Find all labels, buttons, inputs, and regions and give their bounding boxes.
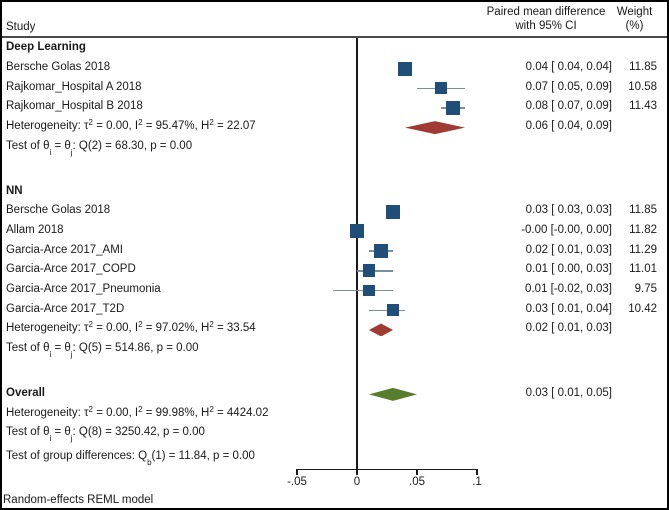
effect-column-header: Paired mean difference with 95% CI <box>480 5 612 33</box>
effect-value: 0.08 [ 0.07, 0.09] <box>525 100 612 113</box>
effect-square-marker <box>386 304 400 317</box>
row-label: Overall <box>6 386 45 399</box>
study-column-header: Study <box>6 21 36 33</box>
row-label: Bersche Golas 2018 <box>6 204 111 217</box>
row-label: Test of θi = θj: Q(2) = 68.30, p = 0.00 <box>6 139 193 157</box>
effect-value: 0.02 [ 0.01, 0.03] <box>525 243 612 256</box>
weight-column-header-line1: Weight <box>616 6 653 18</box>
subgroup-diamond <box>405 121 465 135</box>
weight-value: 11.82 <box>629 223 657 236</box>
row-label: Garcia-Arce 2017_AMI <box>6 243 123 256</box>
axis-tick <box>416 469 418 475</box>
subgroup-diamond <box>369 323 393 337</box>
row-label: Bersche Golas 2018 <box>6 61 111 74</box>
row-label: Garcia-Arce 2017_T2D <box>6 302 125 315</box>
effect-value: 0.02 [ 0.01, 0.03] <box>525 322 612 335</box>
effect-value: 0.03 [ 0.03, 0.03] <box>525 204 612 217</box>
effect-square-marker <box>363 284 375 297</box>
row-label: Allam 2018 <box>6 223 64 236</box>
weight-value: 11.29 <box>629 243 657 256</box>
weight-value: 10.58 <box>628 80 657 93</box>
zero-reference-line <box>356 38 358 469</box>
row-label: Test of group differences: Qb(1) = 11.84… <box>6 449 255 468</box>
overall-diamond <box>369 387 417 401</box>
model-note: Random-effects REML model <box>3 494 154 506</box>
weight-column-header-line2: (%) <box>625 20 644 32</box>
row-label: Heterogeneity: τ2 = 0.00, I2 = 97.02%, H… <box>6 320 256 335</box>
axis-line <box>297 469 477 471</box>
row-label: Garcia-Arce 2017_COPD <box>6 263 136 276</box>
effect-square-marker <box>398 61 412 76</box>
axis-tick <box>356 469 358 475</box>
effect-value: 0.07 [ 0.05, 0.09] <box>525 80 612 93</box>
effect-column-header-line1: Paired mean difference <box>486 6 606 18</box>
effect-value: 0.06 [ 0.04, 0.09] <box>525 120 612 133</box>
effect-square-marker <box>386 204 400 219</box>
effect-value: 0.03 [ 0.01, 0.05] <box>525 386 612 399</box>
effect-square-marker <box>374 244 388 258</box>
weight-value: 11.01 <box>629 263 657 276</box>
row-label: Heterogeneity: τ2 = 0.00, I2 = 99.98%, H… <box>6 404 269 419</box>
row-label: Test of θi = θj: Q(5) = 514.86, p = 0.00 <box>6 342 199 360</box>
effect-value: 0.01 [ 0.00, 0.03] <box>525 263 612 276</box>
effect-square-marker <box>446 101 460 115</box>
row-label: Test of θi = θj: Q(8) = 3250.42, p = 0.0… <box>6 426 205 444</box>
effect-value: 0.01 [-0.02, 0.03] <box>525 283 612 296</box>
axis-tick-label: -.05 <box>287 476 307 488</box>
weight-value: 9.75 <box>634 283 657 296</box>
effect-value: -0.00 [-0.00, 0.00] <box>521 223 612 236</box>
effect-square-marker <box>350 224 364 239</box>
weight-value: 11.85 <box>629 204 657 217</box>
row-label: Deep Learning <box>6 41 86 54</box>
axis-tick-label: 0 <box>353 476 361 488</box>
axis-tick <box>476 469 478 475</box>
weight-value: 10.42 <box>628 302 657 315</box>
axis-tick-label: .1 <box>472 476 482 488</box>
weight-value: 11.85 <box>629 61 657 74</box>
header-separator-line <box>0 36 669 38</box>
axis-tick <box>296 469 298 475</box>
effect-column-header-line2: with 95% CI <box>515 20 577 32</box>
axis-tick-label: .05 <box>409 476 425 488</box>
row-label: NN <box>6 184 23 197</box>
row-label: Rajkomar_Hospital B 2018 <box>6 100 143 113</box>
effect-square-marker <box>362 264 376 278</box>
row-label: Heterogeneity: τ2 = 0.00, I2 = 95.47%, H… <box>6 118 256 133</box>
weight-value: 11.43 <box>629 100 657 113</box>
effect-value: 0.03 [ 0.01, 0.04] <box>525 302 612 315</box>
row-label: Rajkomar_Hospital A 2018 <box>6 80 142 93</box>
effect-value: 0.04 [ 0.04, 0.04] <box>525 61 612 74</box>
ci-line <box>333 289 393 292</box>
effect-square-marker <box>434 82 448 95</box>
weight-column-header: Weight (%) <box>609 5 660 33</box>
row-label: Garcia-Arce 2017_Pneumonia <box>6 283 161 296</box>
